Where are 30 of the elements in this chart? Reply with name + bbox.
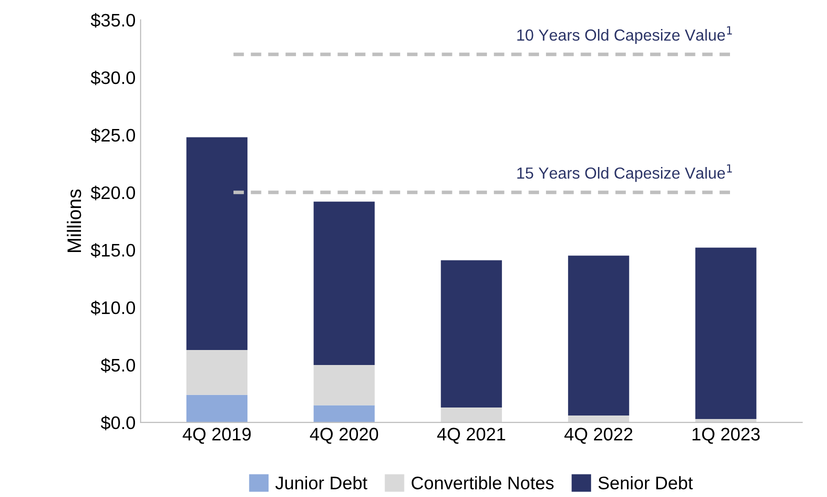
x-tick-label: 1Q 2023: [692, 428, 760, 444]
legend-label: Junior Debt: [275, 476, 368, 490]
bar: [186, 137, 248, 350]
bar: [314, 202, 375, 365]
y-tick-label: $25.0: [90, 128, 136, 143]
legend-label: Convertible Notes: [412, 476, 554, 490]
bar: [440, 407, 502, 422]
bar: [186, 394, 248, 422]
x-tick-label: 4Q 2019: [182, 428, 251, 444]
x-tick-label: 4Q 2022: [564, 428, 632, 444]
y-axis-title: Millions: [66, 189, 82, 252]
bar: [568, 416, 630, 422]
bar: [314, 405, 375, 422]
ref-line-label: 10 Years Old Capesize Value$^{1}$: [517, 26, 732, 44]
legend-label: Senior Debt: [598, 476, 693, 490]
y-tick-label: $15.0: [90, 243, 136, 258]
bar: [186, 350, 248, 395]
x-tick-label: 4Q 2020: [310, 428, 378, 444]
bar: [314, 364, 375, 406]
x-tick-label: 4Q 2021: [437, 428, 506, 444]
y-tick-label: $30.0: [90, 70, 136, 86]
bar: [695, 248, 756, 419]
y-tick-label: $0.0: [100, 416, 136, 430]
ref-line-label: 15 Years Old Capesize Value$^{1}$: [517, 164, 732, 182]
bar: [440, 260, 502, 408]
y-tick-label: $10.0: [90, 300, 136, 316]
bar: [568, 256, 630, 416]
y-tick-label: $35.0: [90, 13, 136, 28]
y-tick-label: $20.0: [90, 186, 136, 200]
y-tick-label: $5.0: [100, 358, 136, 373]
